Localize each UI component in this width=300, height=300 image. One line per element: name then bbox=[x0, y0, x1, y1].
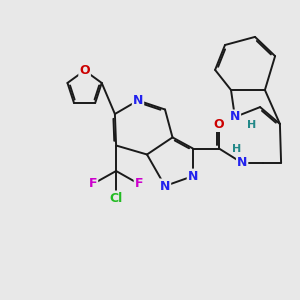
Text: N: N bbox=[237, 156, 247, 170]
Text: F: F bbox=[89, 177, 97, 190]
Text: N: N bbox=[188, 169, 198, 183]
Text: H: H bbox=[232, 144, 241, 154]
Text: N: N bbox=[160, 179, 170, 193]
Text: Cl: Cl bbox=[110, 191, 123, 205]
Text: H: H bbox=[247, 120, 256, 130]
Text: F: F bbox=[135, 177, 143, 190]
Text: O: O bbox=[214, 118, 224, 131]
Text: N: N bbox=[133, 94, 143, 107]
Text: O: O bbox=[79, 64, 90, 77]
Text: N: N bbox=[230, 110, 240, 124]
